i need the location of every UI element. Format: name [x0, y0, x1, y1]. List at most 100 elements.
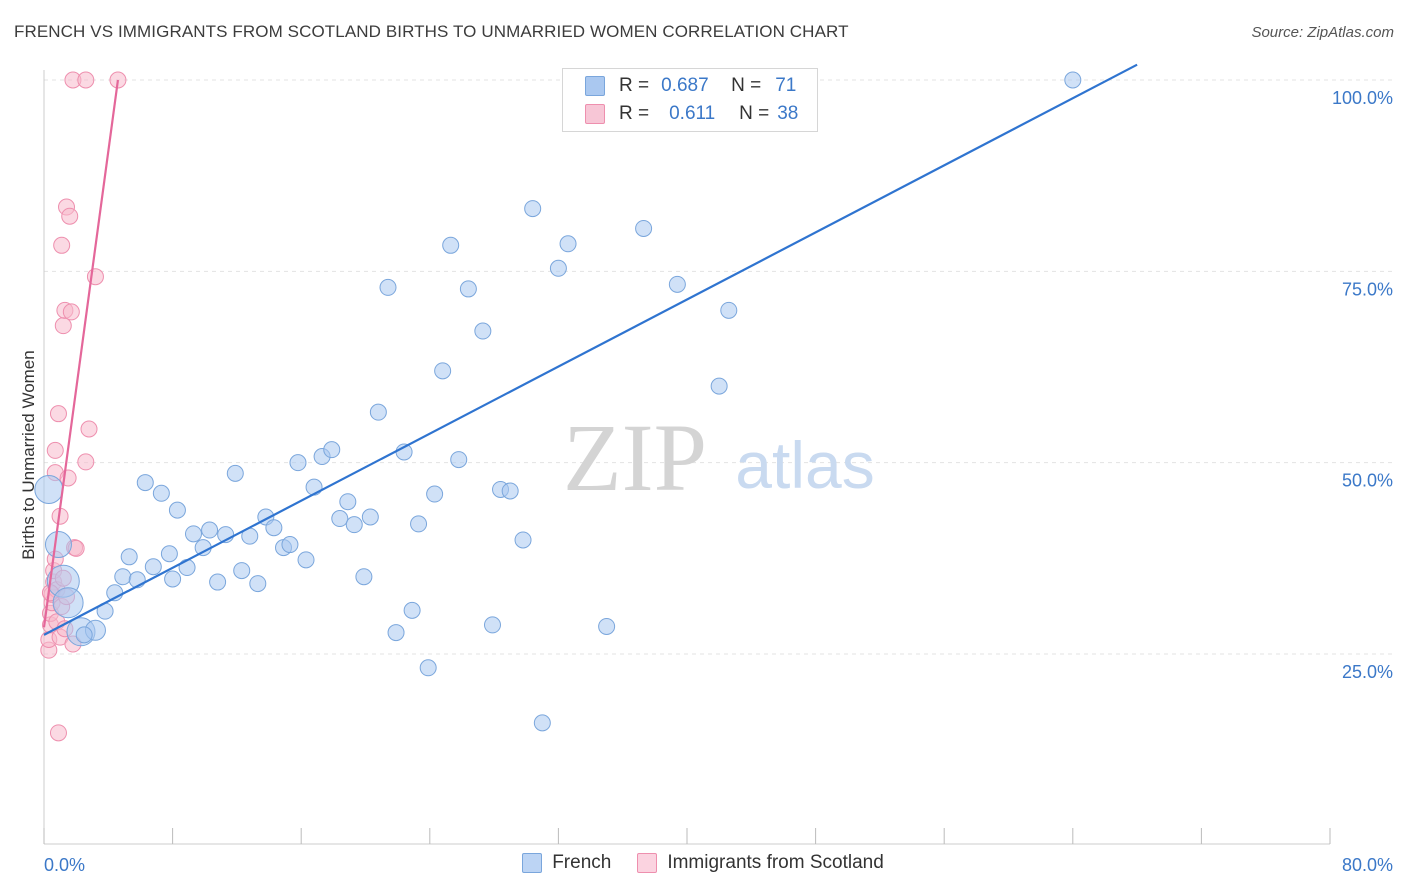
y-tick-labels: 25.0% 50.0% 75.0% 100.0% — [1332, 88, 1393, 682]
french-point — [369, 403, 387, 421]
french-point — [459, 280, 477, 298]
stats-r-value: 0.611 — [669, 103, 716, 124]
x-tick-labels: 0.0% 80.0% — [44, 855, 1393, 875]
stats-n-label: N = — [731, 75, 762, 96]
french-point — [305, 478, 323, 496]
french-point — [144, 558, 162, 576]
chart-title: FRENCH VS IMMIGRANTS FROM SCOTLAND BIRTH… — [14, 22, 849, 41]
french-point — [201, 521, 219, 539]
french-point — [44, 531, 72, 559]
stats-r-label: R = — [619, 103, 650, 124]
french-point — [524, 200, 542, 218]
legend-item-french: French — [522, 852, 611, 874]
french-point — [289, 454, 307, 472]
french-point — [233, 562, 251, 580]
y-tick-label: 100.0% — [1332, 88, 1393, 108]
french-point — [52, 587, 84, 619]
french-point — [136, 474, 154, 492]
scotland-point — [77, 453, 95, 471]
grid-lines — [44, 79, 1392, 655]
french-point — [361, 508, 379, 526]
french-point — [533, 714, 551, 732]
watermark-atlas: atlas — [735, 428, 874, 502]
stats-r-label: R = — [619, 75, 650, 96]
french-point — [474, 322, 492, 340]
bottom-legend: French Immigrants from Scotland — [0, 852, 1406, 874]
french-point — [1064, 71, 1082, 89]
french-point — [426, 485, 444, 503]
french-point — [331, 510, 349, 528]
french-point — [410, 515, 428, 533]
french-point — [152, 484, 170, 502]
french-point — [114, 568, 132, 586]
french-point — [549, 259, 567, 277]
stats-swatch-scotland — [585, 104, 605, 124]
legend-swatch-french — [522, 853, 543, 873]
y-tick-label: 50.0% — [1342, 471, 1393, 491]
stats-legend: R = 0.687 N = 71 R = 0.611 N = 38 — [562, 68, 818, 132]
french-point — [442, 236, 460, 254]
french-point — [345, 516, 363, 534]
watermark: ZIP atlas — [563, 404, 875, 511]
scotland-point — [62, 303, 80, 321]
french-point — [668, 275, 686, 293]
scotland-point — [53, 236, 71, 254]
x-tick-label: 80.0% — [1342, 855, 1393, 875]
french-point — [501, 482, 519, 500]
scotland-point — [77, 71, 95, 89]
french-point — [450, 451, 468, 469]
french-point — [483, 616, 501, 634]
stats-r-value: 0.687 — [661, 75, 709, 96]
x-tick-label: 0.0% — [44, 855, 85, 875]
stats-n-label: N = — [739, 103, 770, 124]
french-point — [184, 525, 202, 543]
points-french — [34, 71, 1082, 732]
legend-label-scotland: Immigrants from Scotland — [667, 852, 884, 873]
french-point — [168, 501, 186, 519]
french-point — [419, 659, 437, 677]
french-point — [387, 624, 405, 642]
french-trend-line — [43, 63, 1138, 636]
french-point — [75, 626, 93, 644]
watermark-zip: ZIP — [563, 404, 707, 511]
french-point — [403, 601, 421, 619]
stats-row-scotland: R = 0.611 N = 38 — [585, 100, 799, 128]
scotland-point — [46, 441, 64, 459]
french-point — [297, 551, 315, 569]
french-point — [635, 219, 653, 237]
french-point — [249, 575, 267, 593]
french-point — [339, 493, 357, 511]
french-point — [160, 545, 178, 563]
scotland-trend-line — [42, 79, 120, 628]
french-point — [323, 441, 341, 459]
french-point — [209, 573, 227, 591]
axes — [43, 70, 1331, 845]
stats-n-value: 38 — [777, 103, 799, 124]
trend-lines — [42, 63, 1138, 636]
french-point — [379, 278, 397, 296]
scotland-point — [80, 420, 98, 438]
y-tick-label: 75.0% — [1342, 279, 1393, 299]
french-point — [514, 531, 532, 549]
french-point — [720, 301, 738, 319]
scotland-point — [61, 207, 79, 225]
stats-n-value: 71 — [775, 75, 797, 96]
french-point — [434, 362, 452, 380]
stats-row-french: R = 0.687 N = 71 — [585, 72, 797, 100]
y-tick-label: 25.0% — [1342, 662, 1393, 682]
french-point — [34, 474, 64, 504]
scotland-point — [54, 317, 72, 335]
french-point — [559, 235, 577, 253]
scotland-point — [49, 405, 67, 423]
legend-swatch-scotland — [637, 853, 658, 873]
source-label: Source: ZipAtlas.com — [1251, 24, 1394, 41]
stats-swatch-french — [585, 76, 605, 96]
legend-item-scotland: Immigrants from Scotland — [637, 852, 884, 874]
french-point — [710, 377, 728, 395]
scotland-point — [49, 724, 67, 742]
french-point — [226, 464, 244, 482]
french-point — [281, 536, 299, 554]
french-point — [194, 539, 212, 557]
french-point — [164, 570, 182, 588]
